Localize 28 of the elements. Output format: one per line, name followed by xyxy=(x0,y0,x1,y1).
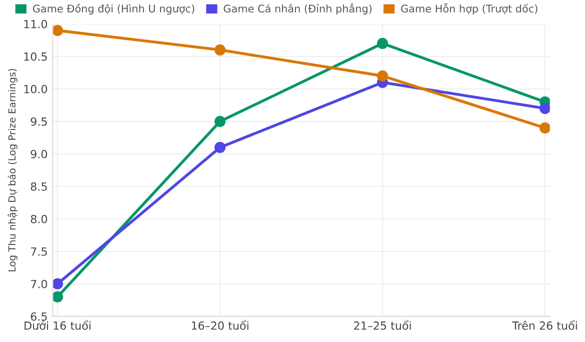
y-tick-label: 9.0 xyxy=(30,150,48,158)
x-tick-label: 16–20 tuổi xyxy=(192,320,248,330)
point xyxy=(539,102,550,114)
y-axis-title: Log Thu nhập Dự báo (Log Prize Earnings) xyxy=(8,68,18,272)
y-tick-label: 8.0 xyxy=(30,214,48,224)
point xyxy=(214,142,226,153)
point xyxy=(376,38,388,49)
x-tick-label: 21–25 tuổi xyxy=(354,320,411,330)
y-tick-label: 8.5 xyxy=(30,182,47,191)
point xyxy=(52,291,64,302)
y-tick-label: 10.5 xyxy=(24,52,47,61)
y-tick-label: 11.0 xyxy=(24,20,48,28)
y-tick-label: 9.5 xyxy=(30,117,47,126)
point xyxy=(376,70,388,82)
point xyxy=(539,122,550,134)
legend-label: Game Cá nhân (Đỉnh phẳng) xyxy=(224,3,372,15)
point xyxy=(52,24,64,36)
x-tick-label: Trên 26 tuổi xyxy=(512,320,577,330)
x-tick-label: Dưới 16 tuổi xyxy=(24,320,90,330)
legend-label: Game Đồng đội (Hình U ngược) xyxy=(32,4,194,15)
y-tick-label: 6.5 xyxy=(30,312,47,321)
y-tick-label: 7.0 xyxy=(31,280,48,288)
legend-label: Game Hỗn hợp (Trượt dốc) xyxy=(401,3,538,15)
point xyxy=(52,278,64,290)
y-tick-label: 7.5 xyxy=(31,247,47,256)
point xyxy=(214,116,226,127)
point xyxy=(214,44,226,56)
y-tick-label: 10.0 xyxy=(24,84,48,94)
